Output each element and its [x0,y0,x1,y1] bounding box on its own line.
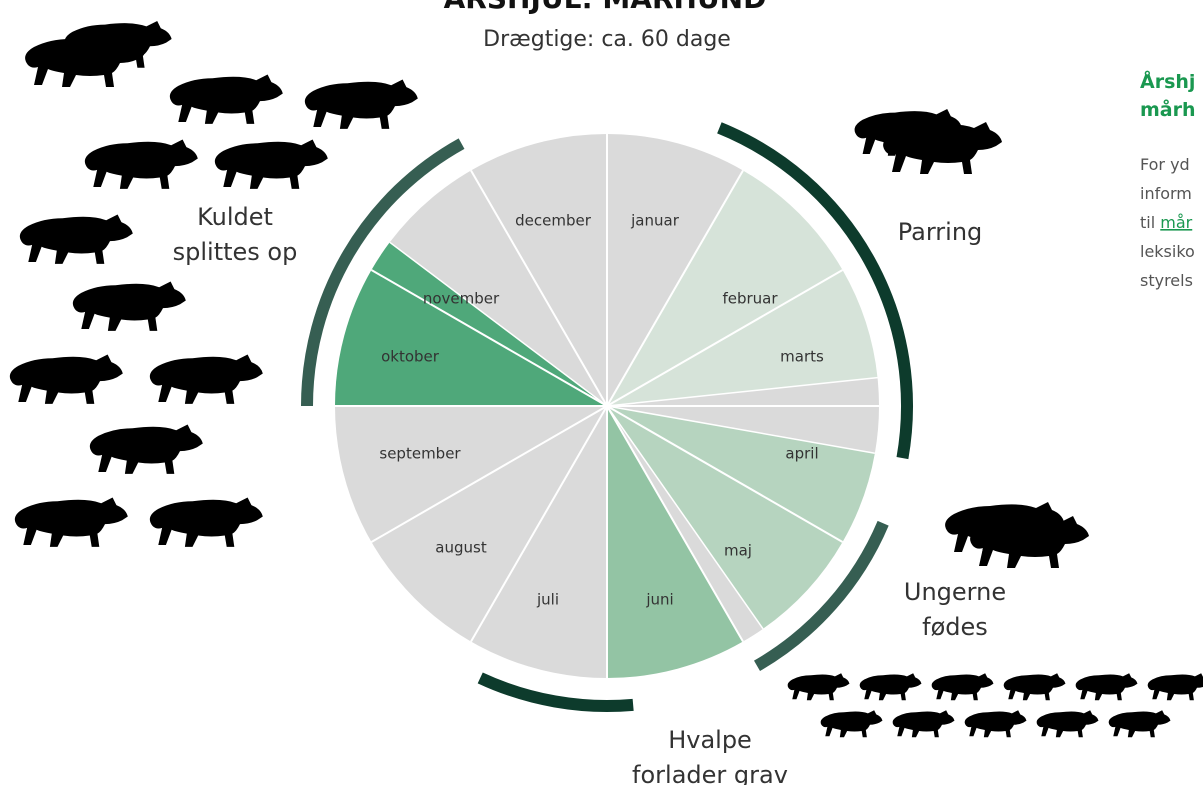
phase-label: forlader grav [632,761,788,785]
phase-arc [717,122,913,460]
raccoon-dog [149,354,263,404]
sidebar-text: til mår [1140,213,1193,232]
phase-label: Parring [898,218,983,246]
raccoon-dog [14,497,128,547]
raccoon-dog [149,497,263,547]
separator [606,405,844,543]
sector [607,377,879,454]
sidebar-text: leksiko [1140,242,1195,261]
month-label: april [785,445,818,463]
month-label: maj [724,542,752,560]
separator [606,405,764,630]
raccoon-dog [89,424,203,474]
raccoon-dog [1003,673,1066,701]
sidebar-heading: Årshj [1140,69,1195,93]
raccoon-dog [820,710,883,738]
sidebar-heading: mårh [1140,97,1196,121]
raccoon-dog [214,139,328,189]
sector [335,270,607,406]
sector [607,406,875,542]
phase-label: Ungerne [904,578,1006,606]
sidebar-text: inform [1140,184,1192,203]
sector [607,270,878,406]
separator [470,169,608,407]
month-label: december [515,212,592,230]
month-label: marts [780,348,824,366]
raccoon-dog [169,74,283,124]
raccoon-dog [72,281,186,331]
sidebar-text: For yd [1140,155,1190,174]
sector [607,134,743,406]
phase-label: fødes [922,613,988,641]
phase-label: splittes op [173,238,298,266]
separator [606,376,878,407]
sector [389,134,607,406]
raccoon-dog [787,673,850,701]
raccoon-dog [859,673,922,701]
raccoon-dog [964,710,1027,738]
raccoon-dog [1075,673,1138,701]
month-label: november [423,290,500,308]
month-label: oktober [381,348,440,366]
phase-label: Kuldet [197,203,273,231]
separator [370,405,608,543]
raccoon-dog [1147,673,1203,701]
phase-arc [753,520,889,672]
separator [370,269,608,407]
phase-arc [477,672,634,712]
title: ÅRSHJUL: MÅRHUND [444,0,767,15]
wheel [301,122,913,712]
separator [470,405,608,643]
separator [389,241,608,407]
labels: januar februar marts april maj juni juli august… [173,203,1006,785]
month-label: januar [630,212,680,230]
sector [371,242,607,406]
sector [607,406,764,642]
sector [607,170,843,406]
raccoon-dog [84,139,198,189]
raccoon-dog [1108,710,1171,738]
month-label: juni [645,591,673,609]
phase-arc [301,138,465,407]
separator [606,169,744,407]
sidebar-link[interactable]: mår [1160,213,1192,232]
separator [606,405,744,643]
sidebar-text: til [1140,213,1155,232]
month-label: juli [536,591,559,609]
separator [606,405,875,454]
raccoon-dog [304,79,418,129]
phase-label: Hvalpe [668,726,752,754]
month-label: februar [722,290,778,308]
sector [607,406,843,629]
raccoon-dog [892,710,955,738]
raccoon-dog [25,35,144,87]
subtitle: Drægtige: ca. 60 dage [483,27,731,52]
raccoon-dog [931,673,994,701]
separator [606,269,844,407]
month-label: september [379,445,461,463]
sector [335,406,607,678]
month-label: august [435,539,487,557]
sector [607,406,743,678]
raccoon-dog [9,354,123,404]
raccoon-dog [1036,710,1099,738]
raccoon-dog [19,214,133,264]
sidebar-text: styrels [1140,271,1193,290]
